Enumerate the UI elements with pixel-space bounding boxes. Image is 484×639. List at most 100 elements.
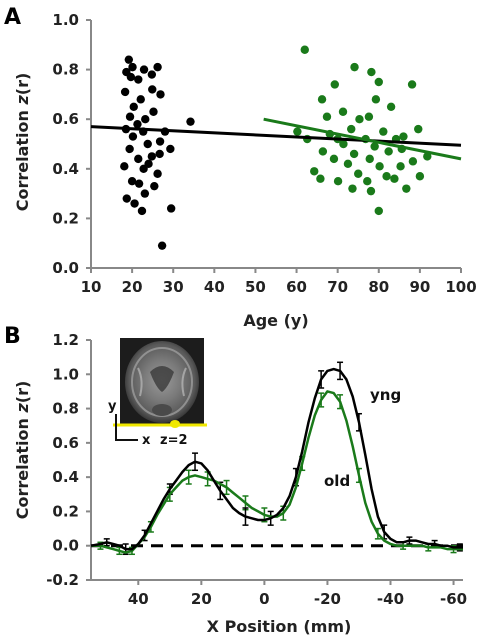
old-data-point [310,167,319,176]
slice-highlight-blob [170,420,180,428]
young-data-point [125,112,135,121]
young-data-point [137,206,147,216]
young-data-point [155,149,164,159]
old-data-point [375,162,384,171]
inset-x-label: x [142,433,151,448]
panel-label-a: A [4,5,21,30]
old-data-point [293,127,302,136]
old-data-point [354,169,363,178]
young-data-point [141,115,150,124]
old-data-point [374,77,383,87]
young-data-point [134,75,143,84]
panel-b-y-tick-label: 1.0 [52,365,79,383]
panel-b-x-axis-title: X Position (mm) [207,617,352,636]
young-data-point [166,204,176,213]
panel-a-x-tick-label: 60 [286,278,307,296]
old-data-point [399,132,408,141]
old-data-point [371,95,381,104]
young-data-point [128,132,138,141]
young-data-point [128,62,137,72]
young-data-point [133,119,142,129]
panel-b-y-tick-label: 0.6 [52,434,79,452]
old-data-point [390,174,399,183]
panel-b-x-tick-label: -20 [314,590,341,608]
old-data-point [316,174,325,183]
old-data-point [396,162,405,171]
panel-b-y-axis-title: Correlation z(r) [13,381,32,520]
panel-b-x-tick-label: -40 [377,590,404,608]
old-data-point [338,107,348,116]
old-data-point [423,152,432,161]
panel-a-x-tick-label: 20 [122,278,143,296]
young-data-point [166,144,175,154]
young-data-point [148,85,157,94]
panel-a-x-axis-title: Age (y) [243,311,308,330]
young-data-point [153,62,162,72]
panel-a-x-tick-label: 40 [204,278,225,296]
panel-a-y-tick-label: 0.8 [52,61,79,79]
old-data-point [382,172,391,181]
old-data-point [333,177,343,186]
young-data-point [150,181,159,191]
old-data-point [318,147,328,156]
old-data-point [386,102,396,112]
old-series-line [91,390,463,554]
young-data-point [120,87,130,97]
old-data-point [355,115,364,124]
panel-b-y-tick-label: 0.0 [52,537,79,555]
old-data-point [365,154,374,164]
panel-b-x-tick-label: 0 [259,590,269,608]
young-data-point [124,55,134,64]
old-data-point [364,112,374,121]
inset-slice-label: z=2 [160,433,188,448]
old-data-point [347,124,356,134]
inset-axes [115,414,138,441]
panel-label-b: B [4,324,21,349]
panel-b-y-tick-label: 1.2 [52,331,79,349]
young-data-point [153,169,162,178]
old-data-point [349,149,359,159]
yng-series-line [90,367,463,551]
young-data-point [122,194,131,203]
panel-b-y-tick-label: 0.8 [52,400,79,418]
old-data-point [415,172,425,181]
old-data-point [370,142,379,151]
old-data-point [374,206,383,216]
panel-a-x-tick-label: 90 [409,278,430,296]
panel-a-y-tick-label: 0.6 [52,110,79,128]
panel-a-x-tick-label: 30 [163,278,184,296]
young-data-point [147,152,157,161]
young-data-point [140,189,150,198]
old-data-point [317,95,327,104]
young-data-point [129,102,138,112]
panel-a-y-tick-label: 1.0 [52,11,79,29]
old-data-point [402,184,411,193]
young-data-point [157,241,167,250]
brain-axial-mri-icon: y x z=2 [108,338,207,448]
old-data-point [379,127,388,136]
panel-a-y-tick-label: 0.0 [52,259,79,277]
panel-b-y-tick-label: 0.2 [52,502,79,520]
young-data-point [130,199,139,208]
old-data-point [407,80,417,89]
young-data-point [127,177,137,186]
old-data-point [366,186,376,196]
young-data-point [144,159,153,169]
old-data-point [343,159,353,169]
old-data-point [414,124,423,134]
series-label-yng: yng [370,386,401,404]
panel-b-axes [90,340,463,581]
young-data-point [156,90,165,99]
young-data-point [125,144,134,154]
young-data-point [147,70,157,79]
overall-regression-line [90,125,462,147]
panel-b-y-tick-label: -0.2 [46,571,79,589]
old-data-point [300,45,309,54]
old-data-point [408,157,418,166]
old-data-point [339,139,348,149]
old-data-point [329,154,339,164]
panel-b-x-tick-label: 40 [128,590,149,608]
panel-a-x-tick-label: 70 [327,278,348,296]
panel-a-y-axis-title: Correlation z(r) [13,73,32,212]
